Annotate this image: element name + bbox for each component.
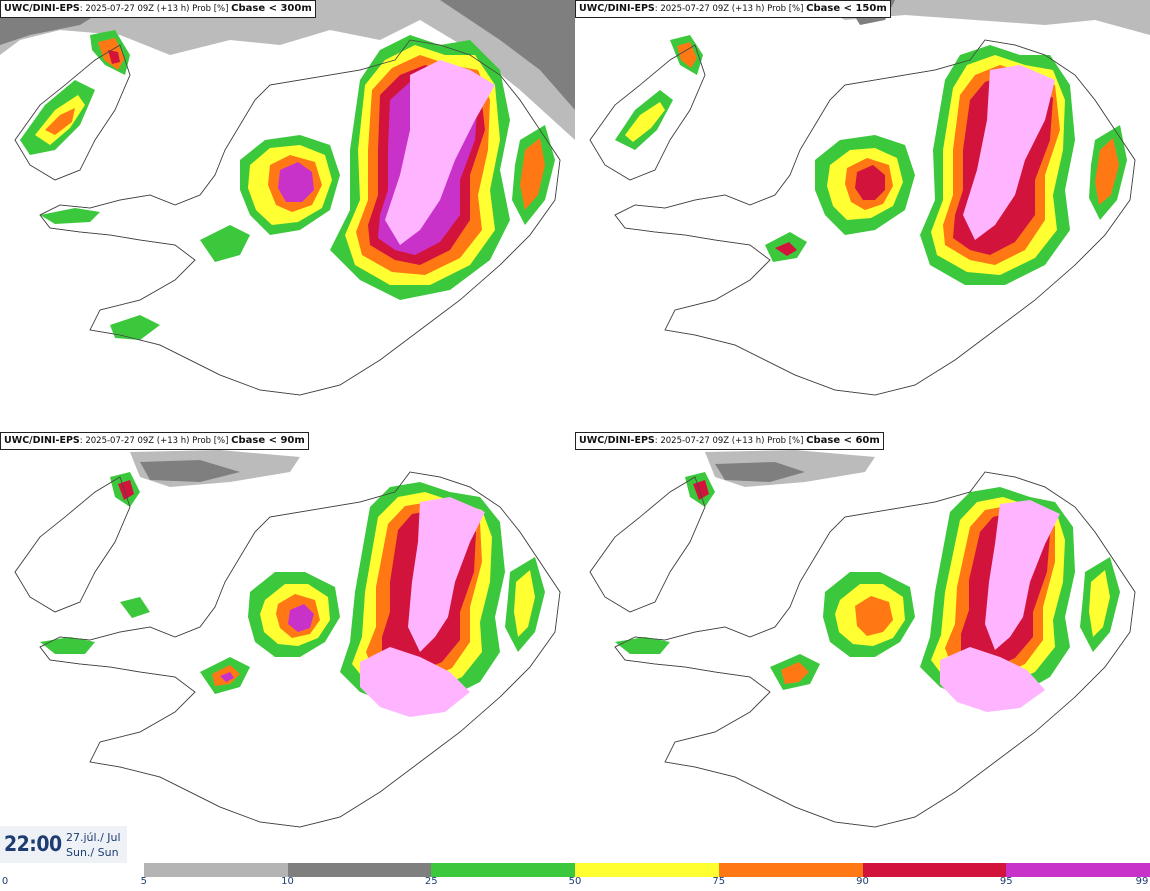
panel-title-90m: UWC/DINI-EPS: 2025-07-27 09Z (+13 h) Pro… bbox=[0, 432, 309, 450]
legend-tick: 95 bbox=[999, 876, 1013, 887]
prob-fields-150m bbox=[615, 0, 1150, 285]
legend-swatch bbox=[718, 863, 863, 877]
prob-fields-300m bbox=[0, 0, 575, 340]
legend-tick: 5 bbox=[140, 876, 147, 887]
legend-tick: 90 bbox=[856, 876, 869, 887]
legend-tick: 50 bbox=[568, 876, 582, 887]
valid-weekday: Sun./ Sun bbox=[66, 846, 119, 859]
panel-title-300m: UWC/DINI-EPS: 2025-07-27 09Z (+13 h) Pro… bbox=[0, 0, 316, 18]
valid-date: 27.júl./ Jul bbox=[66, 831, 121, 844]
legend-swatch bbox=[575, 863, 719, 877]
prob-fields-90m bbox=[40, 450, 545, 717]
legend-tick: 75 bbox=[712, 876, 726, 887]
probability-overlays bbox=[0, 0, 1150, 828]
legend-swatch bbox=[862, 863, 1007, 877]
panel-title-60m: UWC/DINI-EPS: 2025-07-27 09Z (+13 h) Pro… bbox=[575, 432, 884, 450]
valid-time-box: 22:00 27.júl./ Jul Sun./ Sun bbox=[0, 826, 127, 866]
legend-swatch bbox=[287, 863, 432, 877]
panel-title-150m: UWC/DINI-EPS: 2025-07-27 09Z (+13 h) Pro… bbox=[575, 0, 891, 18]
legend-swatch bbox=[143, 863, 288, 877]
valid-time: 22:00 bbox=[4, 832, 62, 856]
legend-tick: 10 bbox=[281, 876, 294, 887]
legend-tick: 25 bbox=[424, 876, 438, 887]
legend-swatch bbox=[1006, 863, 1150, 877]
legend-tick: 0 bbox=[1, 876, 9, 887]
prob-fields-60m bbox=[615, 450, 1120, 712]
legend-tick: 99 bbox=[1135, 876, 1149, 887]
coastline bbox=[14, 39, 1136, 828]
legend-swatch bbox=[431, 863, 575, 877]
color-legend: 0 5 10 25 50 75 90 95 99 bbox=[0, 862, 1150, 891]
legend-swatch bbox=[0, 863, 144, 877]
